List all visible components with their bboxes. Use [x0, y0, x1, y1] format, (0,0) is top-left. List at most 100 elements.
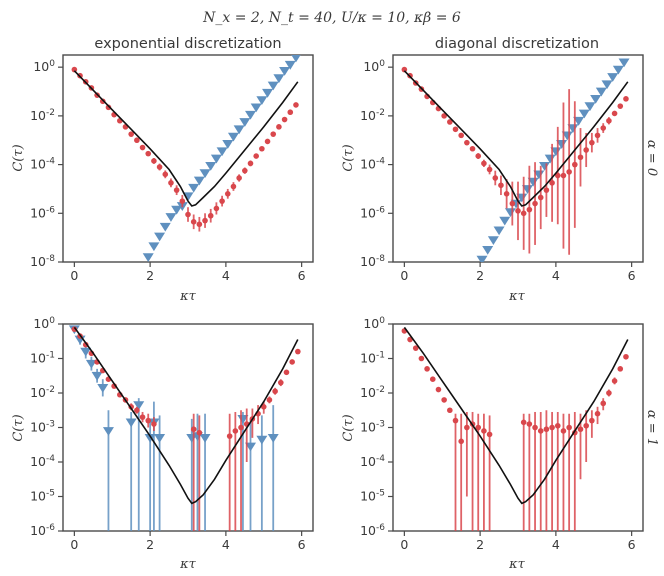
- data-point-triangle: [284, 60, 296, 70]
- data-point: [464, 139, 470, 146]
- data-point: [537, 194, 544, 201]
- data-point-triangle: [148, 242, 160, 252]
- data-point-triangle: [216, 147, 228, 157]
- data-point: [185, 211, 191, 218]
- data-point: [219, 198, 225, 204]
- data-point: [71, 66, 78, 73]
- y-tick-label: 10-2: [30, 385, 55, 400]
- data-point: [560, 172, 567, 179]
- y-tick-label: 10-6: [360, 205, 385, 220]
- data-point-triangle: [482, 245, 494, 255]
- data-point: [458, 438, 464, 445]
- data-point-triangle: [590, 94, 602, 104]
- data-point: [276, 124, 282, 130]
- data-point: [196, 221, 203, 228]
- y-tick-label: 10-4: [30, 454, 55, 469]
- data-point: [242, 167, 248, 174]
- data-point: [295, 348, 301, 355]
- x-tick-label: 2: [146, 537, 154, 552]
- axes-frame: [392, 54, 644, 263]
- data-point: [623, 96, 629, 102]
- data-point: [526, 206, 533, 213]
- data-point: [583, 422, 589, 429]
- data-point: [266, 397, 273, 403]
- data-point: [134, 137, 140, 144]
- data-point: [99, 98, 106, 105]
- series-blue-triangles: [476, 58, 630, 262]
- y-tick-label: 10-2: [360, 108, 385, 123]
- series-black-curve: [403, 326, 629, 505]
- data-point: [594, 410, 601, 417]
- data-point-triangle: [205, 161, 217, 171]
- data-point-triangle: [595, 87, 607, 97]
- x-axis-label: κτ: [179, 289, 197, 304]
- data-point-triangle: [499, 216, 511, 226]
- data-point-triangle: [91, 371, 103, 381]
- y-tick-label: 10-4: [360, 454, 385, 469]
- data-point: [226, 433, 233, 439]
- data-point: [520, 210, 527, 217]
- data-point: [475, 153, 482, 159]
- y-axis-label: C(τ): [11, 144, 26, 171]
- data-point: [207, 212, 214, 219]
- series-black-curve: [73, 326, 299, 505]
- data-point: [452, 126, 459, 133]
- data-point: [278, 379, 284, 386]
- data-point-triangle: [142, 253, 154, 262]
- data-point: [481, 428, 487, 434]
- data-point: [424, 366, 430, 372]
- data-point: [447, 407, 453, 414]
- data-point: [173, 187, 180, 193]
- y-axis-label: C(τ): [11, 414, 26, 441]
- data-point: [515, 208, 521, 214]
- data-point: [281, 116, 288, 123]
- data-point: [270, 131, 277, 137]
- data-point: [224, 191, 231, 197]
- data-point: [139, 144, 146, 151]
- y-tick-label: 100: [363, 59, 385, 74]
- row-label: α = 1: [644, 410, 659, 446]
- data-point: [464, 424, 470, 431]
- data-point: [617, 103, 624, 109]
- data-point-triangle: [267, 81, 279, 91]
- data-point: [549, 180, 555, 186]
- data-point-triangle: [159, 222, 171, 232]
- data-point: [145, 417, 152, 424]
- y-tick-label: 10-5: [360, 489, 385, 504]
- data-point-triangle: [607, 73, 619, 82]
- data-point: [452, 417, 459, 424]
- data-point: [238, 424, 244, 431]
- plot-area: [71, 55, 301, 262]
- data-point-triangle: [165, 213, 177, 222]
- panel-exponential-alpha0: exponential discretization C(τ) κτ 0 2 4 6 1…: [11, 36, 314, 304]
- data-point: [202, 217, 208, 224]
- y-tick-label: 100: [33, 59, 55, 74]
- y-tick-label: 10-8: [360, 254, 385, 269]
- data-point-triangle: [291, 55, 301, 63]
- data-point-triangle: [97, 383, 109, 393]
- data-point: [429, 376, 436, 383]
- x-axis-label: κτ: [508, 557, 526, 572]
- x-tick-label: 0: [400, 268, 408, 283]
- x-tick-label: 0: [70, 268, 78, 283]
- series-blue-triangles: [142, 55, 301, 262]
- data-point-triangle: [133, 401, 145, 411]
- data-point: [526, 421, 533, 427]
- data-point: [486, 431, 493, 438]
- data-point: [151, 158, 157, 164]
- data-point-triangle: [227, 132, 239, 142]
- axes-frame: [62, 54, 314, 263]
- data-point-triangle: [493, 226, 505, 236]
- data-point: [441, 397, 447, 403]
- data-point: [412, 345, 419, 351]
- data-point: [617, 366, 624, 372]
- data-point: [128, 131, 134, 137]
- data-point-triangle: [199, 434, 211, 443]
- data-point: [611, 378, 618, 384]
- y-tick-label: 10-4: [360, 157, 385, 172]
- panel-title: diagonal discretization: [435, 36, 599, 52]
- data-point: [236, 175, 242, 181]
- data-point: [418, 355, 425, 362]
- data-point: [105, 104, 112, 111]
